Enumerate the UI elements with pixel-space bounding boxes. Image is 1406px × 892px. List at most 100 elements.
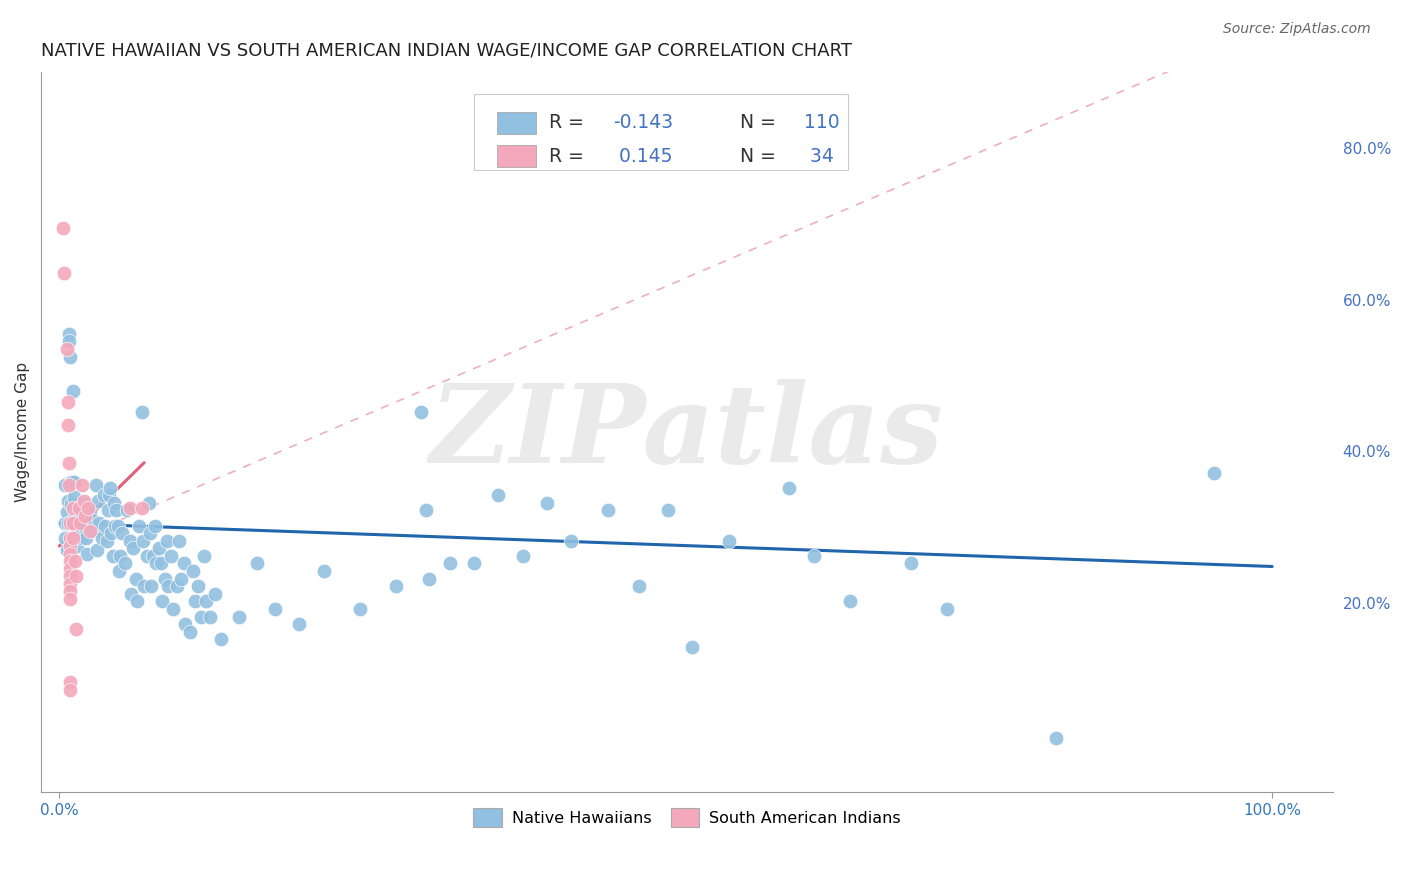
Point (80, 512, 103, 526)
Point (536, 496, 558, 510)
Point (69, 516, 91, 531)
Text: N =: N = (740, 113, 782, 132)
Text: 110: 110 (804, 113, 841, 132)
Point (156, 533, 179, 548)
Point (59, 554, 82, 568)
Point (63, 554, 86, 568)
Point (93, 488, 115, 502)
Point (128, 518, 150, 533)
Point (143, 518, 166, 533)
Point (69, 527, 91, 541)
Point (107, 518, 129, 533)
Point (87, 493, 110, 508)
Point (59, 547, 82, 561)
Point (79, 505, 101, 519)
Point (486, 488, 509, 502)
Point (596, 503, 619, 517)
Y-axis label: Wage/Income Gap: Wage/Income Gap (15, 362, 30, 502)
Point (190, 609, 212, 624)
Point (62, 532, 84, 546)
Point (349, 602, 371, 616)
Point (118, 533, 141, 548)
Point (409, 405, 432, 419)
Point (169, 572, 191, 586)
Point (73, 508, 96, 523)
Point (53, 478, 76, 492)
Point (65, 520, 87, 534)
Point (839, 594, 862, 608)
Point (59, 532, 82, 546)
Point (56, 516, 79, 531)
Point (135, 549, 157, 563)
Point (107, 564, 129, 578)
Point (778, 481, 800, 495)
Point (53, 266, 76, 280)
Point (803, 549, 825, 563)
Point (63, 490, 86, 504)
Text: Source: ZipAtlas.com: Source: ZipAtlas.com (1223, 22, 1371, 37)
Point (148, 541, 170, 556)
Point (463, 557, 485, 571)
Point (59, 539, 82, 553)
Point (174, 617, 197, 632)
Point (150, 557, 173, 571)
Point (114, 557, 136, 571)
Point (55, 505, 77, 519)
Point (120, 587, 142, 601)
Point (418, 572, 440, 586)
Point (62, 384, 84, 398)
Point (132, 533, 155, 548)
Point (108, 549, 131, 563)
Point (101, 549, 124, 563)
Text: NATIVE HAWAIIAN VS SOUTH AMERICAN INDIAN WAGE/INCOME GAP CORRELATION CHART: NATIVE HAWAIIAN VS SOUTH AMERICAN INDIAN… (41, 42, 852, 60)
Point (98, 481, 121, 495)
Point (111, 526, 134, 541)
Point (89, 516, 111, 531)
Legend: Native Hawaiians, South American Indians: Native Hawaiians, South American Indians (465, 800, 908, 835)
Point (264, 602, 287, 616)
Point (96, 533, 118, 548)
Point (59, 569, 82, 583)
Point (84, 478, 107, 492)
Point (157, 579, 180, 593)
Point (75, 532, 97, 546)
Point (76, 547, 98, 561)
Point (152, 594, 174, 608)
Point (118, 501, 141, 516)
Point (195, 594, 218, 608)
Point (141, 579, 163, 593)
Point (72, 532, 94, 546)
Text: 0.145: 0.145 (613, 146, 673, 166)
Point (184, 594, 207, 608)
Point (59, 683, 82, 698)
Point (160, 549, 183, 563)
Point (104, 518, 127, 533)
Point (59, 592, 82, 607)
Point (103, 496, 125, 510)
Point (439, 557, 461, 571)
Point (193, 549, 215, 563)
Point (79, 524, 101, 538)
Point (56, 417, 79, 432)
Point (59, 562, 82, 576)
Text: ZIPatlas: ZIPatlas (430, 378, 943, 486)
Point (56, 395, 79, 409)
Point (131, 501, 153, 516)
Point (169, 533, 191, 548)
Point (60, 475, 83, 489)
Point (1202, 466, 1225, 480)
Point (56, 493, 79, 508)
Point (246, 557, 269, 571)
Point (60, 497, 83, 511)
Point (131, 405, 153, 419)
Point (145, 557, 167, 571)
Point (58, 326, 80, 341)
Text: R =: R = (548, 146, 589, 166)
Point (59, 675, 82, 690)
Point (209, 632, 232, 647)
Point (65, 569, 87, 583)
Point (139, 526, 162, 541)
Point (312, 564, 335, 578)
Point (122, 541, 145, 556)
Text: 34: 34 (804, 146, 834, 166)
